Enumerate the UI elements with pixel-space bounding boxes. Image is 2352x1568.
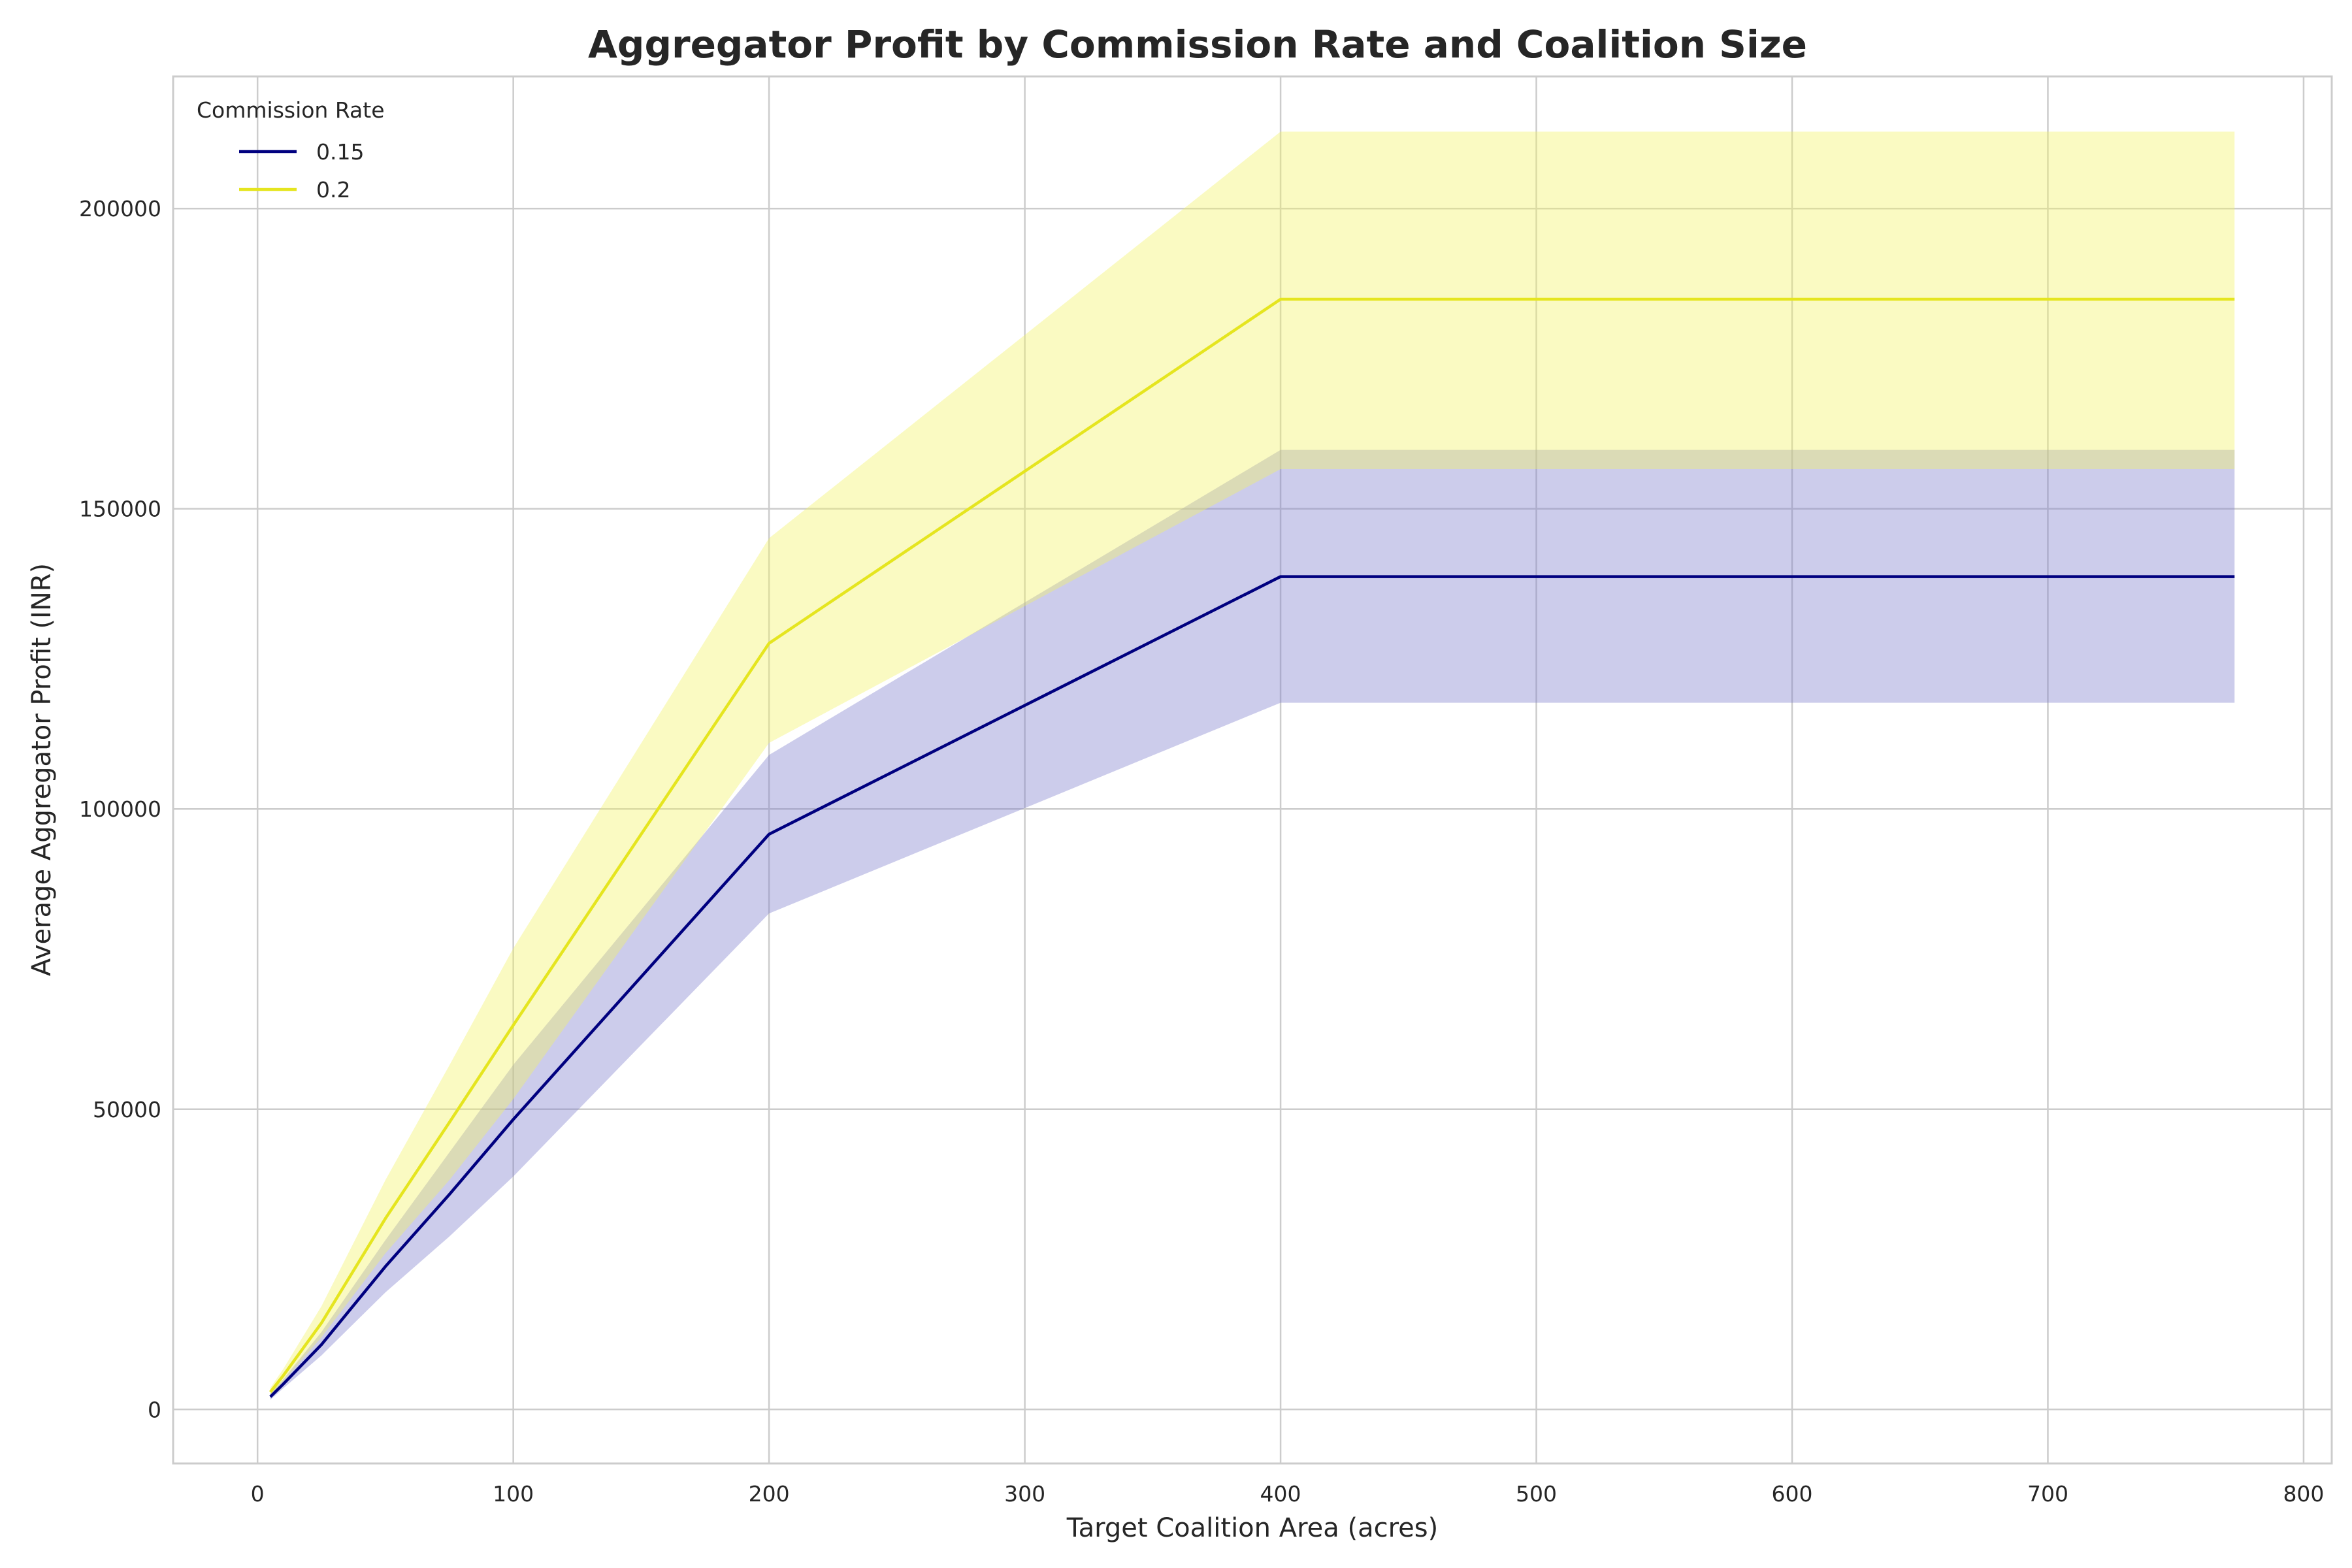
series-lines — [269, 297, 2235, 1398]
x-tick-label: 0 — [251, 1481, 265, 1507]
x-tick-label: 500 — [1516, 1481, 1557, 1507]
y-axis-label: Average Aggregator Profit (INR) — [27, 563, 57, 976]
confidence-bands — [270, 131, 2235, 1400]
x-tick-label: 100 — [493, 1481, 534, 1507]
x-tick-label: 800 — [2283, 1481, 2324, 1507]
chart-title: Aggregator Profit by Commission Rate and… — [588, 22, 1807, 67]
legend-label-0.15: 0.15 — [316, 139, 364, 165]
grid-lines — [173, 76, 2332, 1463]
y-tick-label: 150000 — [79, 497, 161, 522]
series-line-0.2 — [269, 297, 2235, 1394]
y-tick-label: 100000 — [79, 796, 161, 822]
y-tick-label: 0 — [148, 1397, 161, 1422]
x-tick-labels: 0 100 200 300 400 500 600 700 800 — [251, 1481, 2325, 1507]
x-tick-label: 700 — [2027, 1481, 2068, 1507]
x-tick-label: 200 — [749, 1481, 790, 1507]
confidence-band-0.2 — [270, 131, 2235, 1397]
x-tick-label: 400 — [1260, 1481, 1301, 1507]
y-tick-labels: 0 50000 100000 150000 200000 — [79, 196, 161, 1422]
series-line-0.15 — [269, 575, 2235, 1398]
legend-label-0.2: 0.2 — [316, 177, 350, 203]
x-tick-label: 300 — [1004, 1481, 1045, 1507]
plot-area — [172, 75, 2333, 1465]
y-tick-label: 200000 — [79, 196, 161, 221]
y-tick-label: 50000 — [93, 1097, 161, 1122]
confidence-band-0.15 — [270, 449, 2235, 1400]
legend-title: Commission Rate — [197, 97, 385, 123]
x-tick-label: 600 — [1772, 1481, 1813, 1507]
legend: Commission Rate 0.15 0.2 — [197, 97, 385, 203]
x-axis-label: Target Coalition Area (acres) — [1066, 1513, 1438, 1543]
